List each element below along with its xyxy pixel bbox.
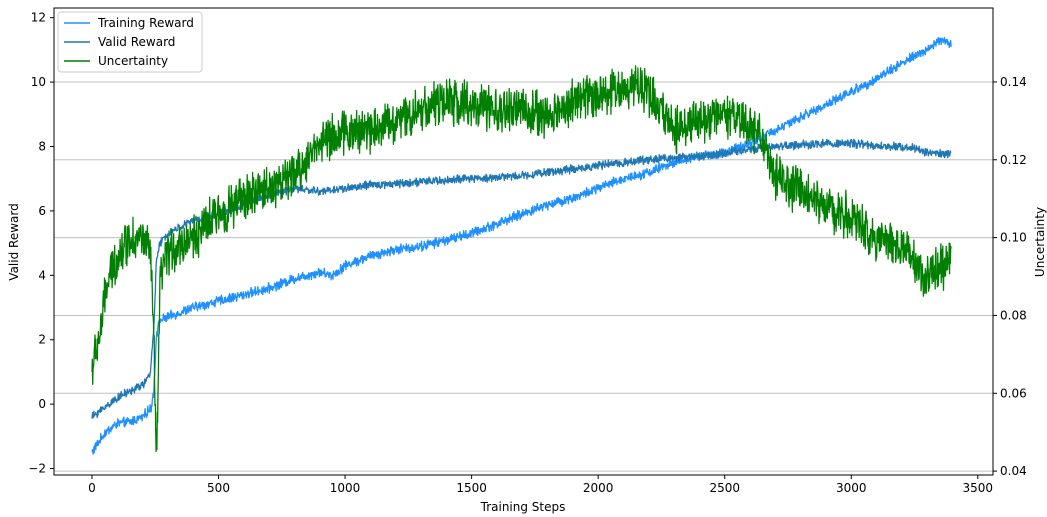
legend-label: Uncertainty (98, 54, 168, 68)
grid-layer (54, 81, 993, 472)
series-layer (91, 36, 952, 455)
y-tick-label: 12 (31, 11, 46, 25)
y-tick-label: −2 (28, 462, 46, 476)
y-tick-label: 10 (31, 75, 46, 89)
y2-tick-label: 0.12 (1000, 153, 1027, 167)
y-axis-title: Valid Reward (7, 203, 21, 280)
y2-tick-label: 0.08 (1000, 308, 1027, 322)
x-tick-label: 1500 (456, 481, 487, 495)
x-tick-label: 0 (88, 481, 96, 495)
x-tick-label: 1000 (330, 481, 361, 495)
y2-tick-label: 0.04 (1000, 464, 1027, 478)
y-tick-label: 0 (38, 397, 46, 411)
y-tick-label: 6 (38, 204, 46, 218)
y-tick-label: 4 (38, 268, 46, 282)
x-tick-label: 500 (207, 481, 230, 495)
legend-label: Valid Reward (98, 35, 175, 49)
y2-tick-label: 0.06 (1000, 386, 1027, 400)
x-axis: 0 500 1000 1500 2000 2500 3000 3500 (88, 475, 993, 495)
x-tick-label: 3000 (836, 481, 867, 495)
y-axis-right: 0.04 0.06 0.08 0.10 0.12 0.14 (993, 75, 1027, 478)
y-tick-label: 2 (38, 333, 46, 347)
y2-tick-label: 0.10 (1000, 231, 1027, 245)
x-tick-label: 2500 (709, 481, 740, 495)
y-tick-label: 8 (38, 139, 46, 153)
x-axis-title: Training Steps (480, 500, 566, 514)
series-line-uncertainty (91, 65, 952, 453)
y2-tick-label: 0.14 (1000, 75, 1027, 89)
y2-axis-title: Uncertainty (1033, 207, 1047, 277)
legend: Training Reward Valid Reward Uncertainty (57, 11, 203, 73)
y-axis-left: −2 0 2 4 6 8 10 12 (28, 11, 54, 476)
plot-frame (53, 7, 994, 476)
legend-box (57, 11, 203, 73)
legend-label: Training Reward (97, 16, 194, 30)
x-tick-label: 2000 (583, 481, 614, 495)
series-line-training-reward (91, 36, 952, 455)
x-tick-label: 3500 (963, 481, 994, 495)
